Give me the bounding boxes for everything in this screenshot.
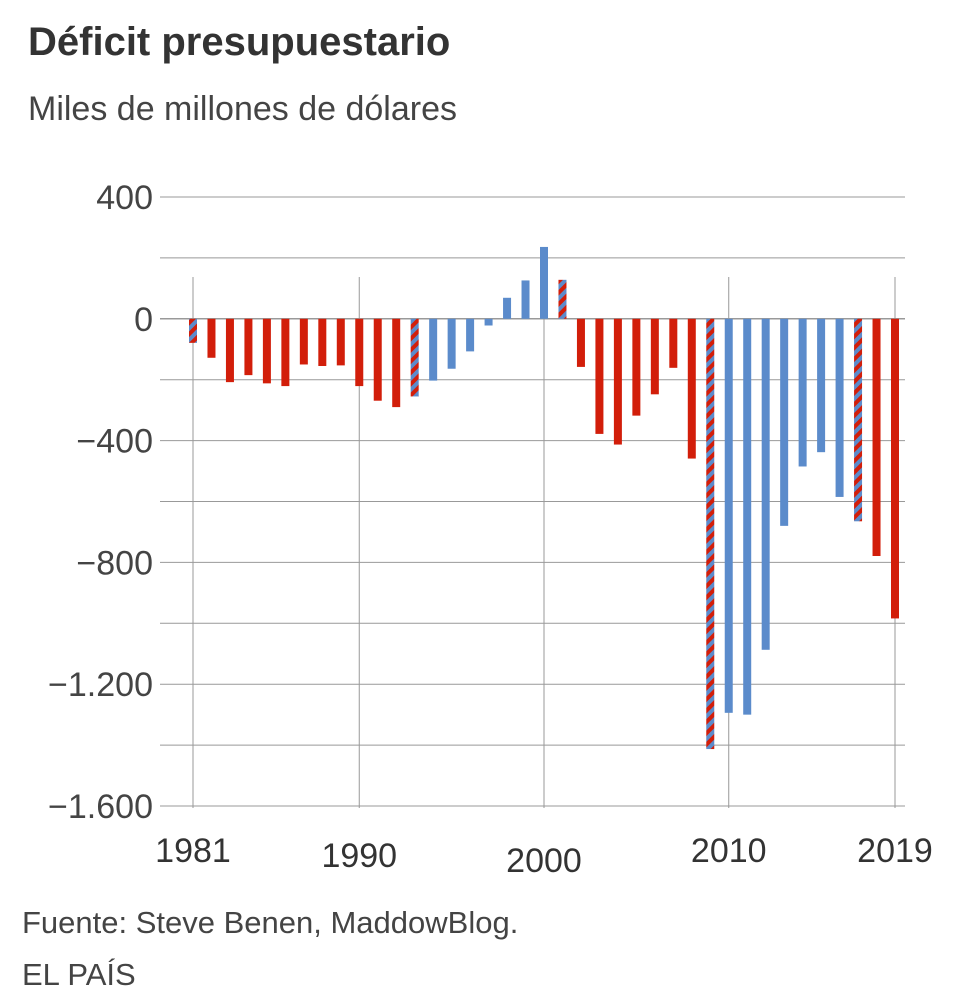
bar-1983 (225, 318, 234, 383)
bar-2017 (854, 318, 863, 522)
x-tick-label: 2010 (691, 832, 767, 870)
bar-1997 (484, 318, 493, 326)
bar-2010 (724, 318, 733, 713)
bar-1987 (299, 318, 308, 365)
bar-2000 (540, 246, 548, 319)
x-tick-label: 2019 (857, 832, 933, 870)
y-tick-label: −400 (76, 423, 153, 461)
bar-2006 (650, 318, 659, 395)
bar-1985 (262, 318, 271, 384)
bar-2013 (780, 318, 789, 526)
y-tick-label: −1.600 (48, 788, 153, 826)
bar-1986 (281, 318, 290, 387)
bar-1990 (355, 318, 364, 387)
bar-1999 (521, 280, 530, 319)
bar-1989 (336, 318, 345, 366)
bar-1995 (447, 318, 456, 369)
bar-1982 (207, 318, 216, 358)
bar-2012 (761, 318, 770, 650)
bar-2019 (891, 318, 899, 619)
y-tick-label: −1.200 (48, 666, 153, 704)
bar-1998 (503, 297, 512, 319)
bar-2014 (798, 318, 807, 467)
bar-2009 (706, 318, 715, 750)
bar-2002 (576, 318, 585, 367)
source-note: Fuente: Steve Benen, MaddowBlog. (22, 905, 519, 940)
bar-2011 (743, 318, 752, 715)
bar-1984 (244, 318, 253, 376)
bar-1992 (392, 318, 401, 408)
y-tick-label: 0 (134, 301, 153, 339)
bar-2016 (835, 318, 844, 497)
bar-1991 (373, 318, 382, 401)
bar-1981 (189, 318, 197, 343)
bar-1996 (466, 318, 475, 352)
bar-2007 (669, 318, 678, 368)
x-tick-label: 1990 (321, 837, 397, 875)
bar-2001 (558, 279, 567, 319)
bar-2018 (872, 318, 881, 557)
bar-1993 (410, 318, 419, 397)
x-tick-label: 1981 (155, 832, 231, 870)
y-tick-label: −800 (76, 544, 153, 582)
y-tick-label: 400 (96, 179, 153, 217)
bar-2008 (687, 318, 696, 459)
bar-2005 (632, 318, 641, 416)
brand-label: EL PAÍS (22, 957, 136, 992)
x-tick-label: 2000 (506, 842, 582, 880)
gridlines (160, 196, 905, 808)
bar-1988 (318, 318, 327, 366)
bars (189, 246, 899, 750)
chart-title: Déficit presupuestario (28, 20, 451, 64)
bar-2003 (595, 318, 604, 434)
bar-2015 (817, 318, 826, 453)
bar-2004 (613, 318, 622, 445)
bar-1994 (429, 318, 438, 381)
chart-subtitle: Miles de millones de dólares (28, 90, 457, 128)
